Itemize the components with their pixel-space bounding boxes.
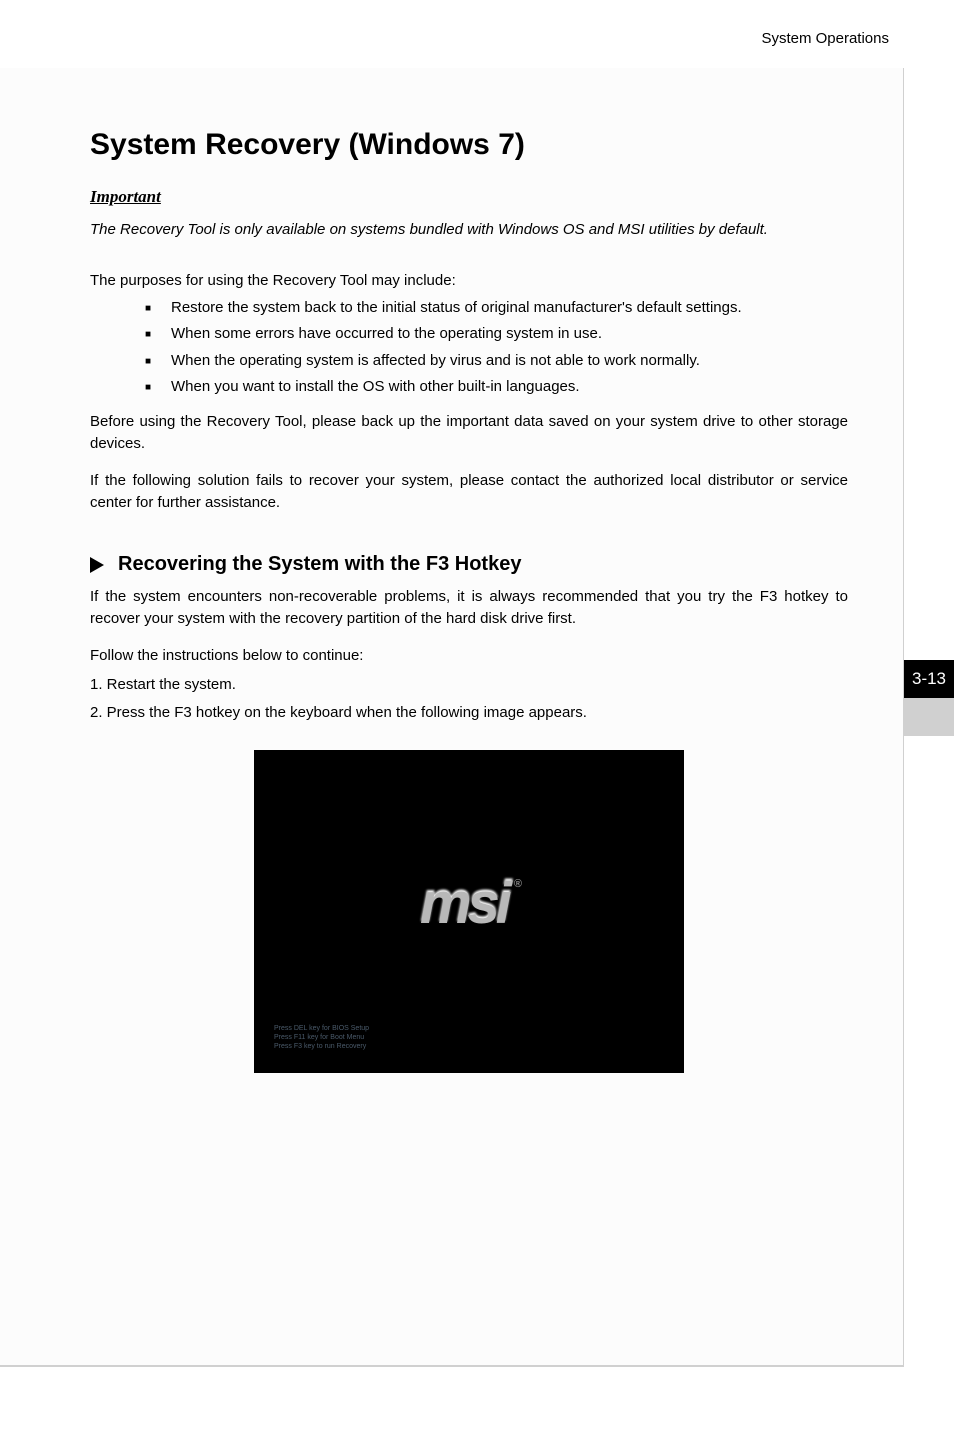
important-text: The Recovery Tool is only available on s…	[90, 219, 848, 242]
boot-line-3: Press F3 key to run Recovery	[274, 1042, 369, 1051]
boot-line-2: Press F11 key for Boot Menu	[274, 1033, 369, 1042]
bullet-list: Restore the system back to the initial s…	[90, 297, 848, 399]
page-number-below	[904, 698, 954, 736]
step-2: 2. Press the F3 hotkey on the keyboard w…	[90, 701, 848, 725]
step-1: 1. Restart the system.	[90, 673, 848, 697]
list-item: When the operating system is affected by…	[145, 350, 848, 373]
section-intro: If the system encounters non-recoverable…	[90, 586, 848, 631]
paragraph: If the following solution fails to recov…	[90, 470, 848, 515]
boot-line-1: Press DEL key for BIOS Setup	[274, 1024, 369, 1033]
list-item: Restore the system back to the initial s…	[145, 297, 848, 320]
paragraph: Before using the Recovery Tool, please b…	[90, 411, 848, 456]
page-number-tab: 3-13	[904, 660, 954, 698]
content-area: System Recovery (Windows 7) Important Th…	[0, 68, 904, 1367]
page-title: System Recovery (Windows 7)	[90, 128, 848, 162]
header-section-label: System Operations	[761, 30, 889, 47]
follow-text: Follow the instructions below to continu…	[90, 645, 848, 668]
msi-logo-text: msi	[420, 870, 508, 937]
list-item: When some errors have occurred to the op…	[145, 323, 848, 346]
list-item: When you want to install the OS with oth…	[145, 376, 848, 399]
boot-screenshot: msi ® Press DEL key for BIOS Setup Press…	[254, 750, 684, 1073]
intro-text: The purposes for using the Recovery Tool…	[90, 272, 848, 289]
section-heading: Recovering the System with the F3 Hotkey	[90, 553, 848, 576]
bottom-divider	[0, 1365, 904, 1367]
registered-icon: ®	[514, 878, 518, 890]
msi-logo: msi ®	[420, 870, 518, 937]
boot-instructions: Press DEL key for BIOS Setup Press F11 k…	[274, 1024, 369, 1051]
page-container: System Operations System Recovery (Windo…	[0, 0, 954, 1432]
important-label: Important	[90, 187, 848, 207]
